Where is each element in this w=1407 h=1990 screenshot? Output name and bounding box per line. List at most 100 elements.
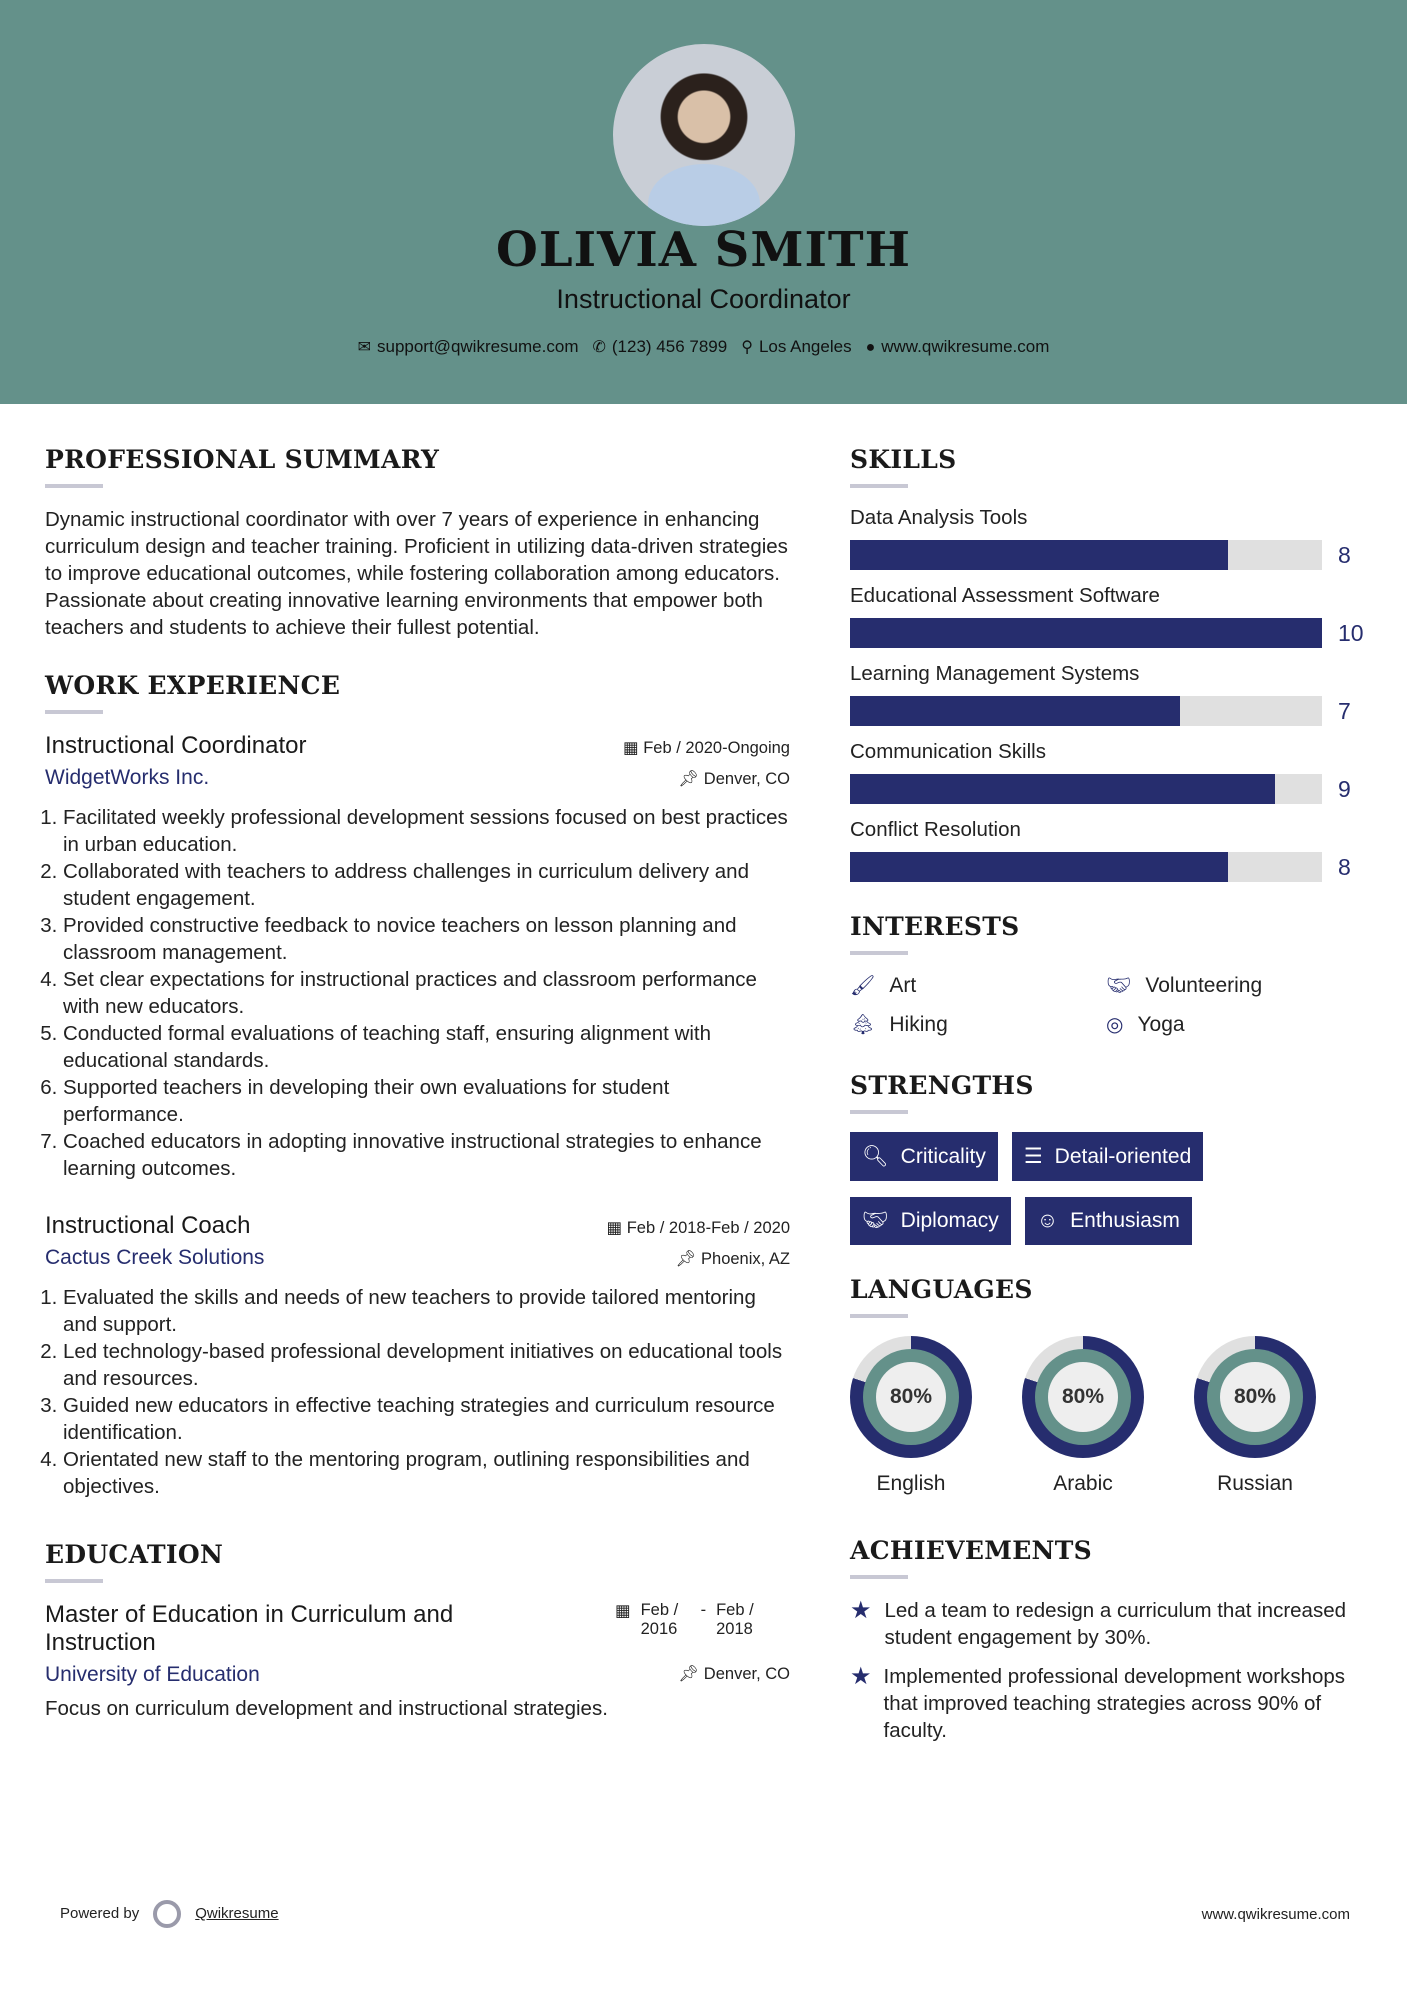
language-item: 80% English [850,1336,972,1496]
summary-text: Dynamic instructional coordinator with o… [45,508,788,639]
skill-value: 8 [1338,541,1351,568]
job-bullet: Conducted formal evaluations of teaching… [63,1020,790,1074]
job-bullets: Evaluated the skills and needs of new te… [45,1284,790,1500]
skill-item: Data Analysis Tools 8 [850,506,1370,570]
job-location: 📌︎ Denver, CO [678,770,790,788]
phone-icon: ✆ [592,339,606,356]
achievement-item: ★ Implemented professional development wo… [850,1663,1346,1742]
heading-underline [850,951,908,955]
strength-tag: ☺ Enthusiasm [1024,1197,1192,1245]
skill-name: Conflict Resolution [850,818,1021,841]
heading-underline [45,1579,103,1583]
interests-section: INTERESTS 🖌︎ Art 🤝︎ Volunteering 🌲︎ Hiking … [850,912,1370,1037]
skill-bar [850,852,1322,882]
search-icon: 🔍︎ [862,1144,889,1168]
skill-value: 8 [1338,853,1351,880]
skill-bar-fill [850,852,1228,882]
heading-underline [45,710,103,714]
contact-email[interactable]: ✉ support@qwikresume.com [358,337,579,357]
envelope-icon: ✉ [357,339,371,356]
handshake-icon: 🤝︎ [862,1209,889,1232]
job-location: 📌︎ Phoenix, AZ [675,1250,790,1268]
phone-text: (123) 456 7899 [611,337,728,356]
end-date: Feb / 2018 [716,1601,754,1638]
job-bullet: Evaluated the skills and needs of new te… [63,1284,790,1338]
heading-underline [850,1110,908,1114]
job-dates: ▦ Feb / 2020-Ongoing [623,739,790,757]
job-bullet: Orientated new staff to the mentoring pr… [63,1446,790,1500]
language-donut: 80% [1022,1336,1144,1458]
website-text: www.qwikresume.com [881,337,1050,356]
qwikresume-logo-icon [153,1900,182,1928]
candidate-title: Instructional Coordinator [556,284,851,314]
languages-section: LANGUAGES 80% English 80% Arabic 80% Russi… [850,1275,1370,1496]
heading-underline [45,484,103,488]
section-heading: ACHIEVEMENTS [850,1536,1092,1565]
section-heading: INTERESTS [850,912,1020,941]
calendar-icon: ▦ [606,1219,627,1237]
section-heading: WORK EXPERIENCE [45,671,341,700]
skill-name: Educational Assessment Software [850,584,1160,607]
interest-item: ◎ Yoga [1106,1013,1185,1036]
powered-by-text: Powered by [60,1904,140,1922]
summary-section: PROFESSIONAL SUMMARY Dynamic instruction… [45,445,790,641]
skill-item: Communication Skills 9 [850,740,1370,804]
skill-name: Data Analysis Tools [850,506,1028,529]
footer-url[interactable]: www.qwikresume.com [1201,1905,1350,1923]
pin-icon: 📌︎ [678,770,704,788]
map-marker-icon: ⚲ [741,339,753,356]
life-ring-icon: ◎ [1106,1014,1124,1036]
location-text: Los Angeles [758,337,852,356]
contact-location: ⚲ Los Angeles [741,337,851,357]
left-column: PROFESSIONAL SUMMARY Dynamic instruction… [45,445,790,1752]
skill-value: 7 [1338,697,1351,724]
profile-photo [613,44,795,226]
interest-item: 🖌︎ Art [850,974,917,997]
strength-tag: 🔍︎ Criticality [850,1132,998,1181]
achievement-item: ★ Led a team to redesign a curriculum tha… [850,1597,1347,1649]
skill-name: Communication Skills [850,740,1046,763]
section-heading: LANGUAGES [850,1275,1033,1304]
right-column: SKILLS Data Analysis Tools 8 Educational … [850,445,1370,1756]
job-bullet: Facilitated weekly professional developm… [63,804,790,858]
list-icon: ☰ [1023,1145,1043,1168]
language-percent: 80% [1220,1362,1290,1432]
skill-bar-fill [850,540,1228,570]
contact-bar: ✉ support@qwikresume.com ✆ (123) 456 7899 … [0,337,1407,357]
pin-icon: 📌︎ [675,1250,702,1268]
strength-tag: 🤝︎ Diplomacy [850,1197,1011,1245]
job-bullets: Facilitated weekly professional developm… [45,804,790,1182]
strengths-section: STRENGTHS 🔍︎ Criticality ☰ Detail-oriented… [850,1071,1370,1245]
section-heading: STRENGTHS [850,1071,1034,1100]
header: OLIVIA SMITH Instructional Coordinator ✉… [0,0,1407,404]
company-name: Cactus Creek Solutions [45,1246,265,1269]
contact-website[interactable]: ● www.qwikresume.com [866,337,1050,357]
calendar-icon: ▦ [615,1602,631,1620]
job-bullet: Coached educators in adopting innovative… [63,1128,790,1182]
language-item: 80% Russian [1194,1336,1316,1496]
language-percent: 80% [1048,1362,1118,1432]
star-icon: ★ [850,1663,872,1690]
job-bullet: Guided new educators in effective teachi… [63,1392,790,1446]
skill-bar [850,618,1322,648]
education-description: Focus on curriculum development and inst… [45,1697,608,1720]
job-title: Instructional Coordinator [45,732,307,759]
job-dates: ▦ Feb / 2018-Feb / 2020 [606,1219,790,1237]
degree-title: Master of Education in Curriculum and In… [45,1601,454,1656]
skill-bar-fill [850,774,1275,804]
pin-icon: 📌︎ [678,1665,704,1683]
tree-icon: 🌲︎ [850,1014,876,1036]
skill-bar [850,540,1322,570]
strength-tag: ☰ Detail-oriented [1011,1132,1204,1181]
start-date: Feb / 2016 [640,1601,679,1638]
contact-phone[interactable]: ✆ (123) 456 7899 [592,337,727,357]
email-text: support@qwikresume.com [376,337,579,356]
job-bullet: Supported teachers in developing their o… [63,1074,790,1128]
education-location: 📌︎ Denver, CO [678,1665,790,1683]
job-bullet: Led technology-based professional develo… [63,1338,790,1392]
section-heading: SKILLS [850,445,957,474]
heading-underline [850,1575,908,1579]
brand-link[interactable]: Qwikresume [195,1904,279,1922]
achievements-section: ACHIEVEMENTS ★ Led a team to redesign a c… [850,1536,1370,1744]
globe-icon: ● [865,339,876,356]
